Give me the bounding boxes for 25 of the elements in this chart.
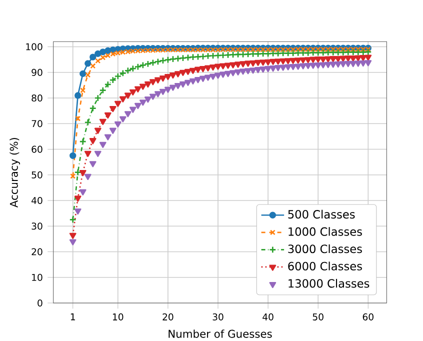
legend-label: 3000 Classes	[288, 244, 362, 254]
x-axis-title: Number of Guesses	[168, 330, 272, 338]
y-tick-label: 50	[32, 171, 42, 178]
y-tick-label: 60	[32, 146, 42, 153]
y-tick-label: 20	[32, 248, 42, 256]
x-tick-label: 20	[162, 313, 174, 320]
x-tick-label: 1	[70, 313, 75, 320]
y-tick-label: 80	[32, 94, 42, 102]
legend-label: 500 Classes	[288, 210, 355, 219]
x-tick-label: 50	[312, 313, 324, 320]
y-tick-label: 40	[32, 196, 42, 204]
y-tick-label: 90	[32, 68, 42, 76]
y-tick-label: 0	[38, 299, 42, 307]
legend-label: 1000 Classes	[288, 227, 362, 236]
x-tick-label: 10	[112, 313, 124, 320]
y-tick-label: 100	[26, 43, 42, 50]
legend-label: 13000 Classes	[288, 278, 370, 288]
x-tick-label: 60	[362, 313, 374, 320]
y-axis-title: Accuracy (%)	[10, 138, 20, 208]
y-tick-label: 70	[32, 120, 42, 128]
y-tick-label: 30	[32, 222, 42, 230]
x-tick-label: 40	[262, 313, 274, 320]
legend-label: 6000 Classes	[288, 262, 362, 270]
y-tick-label: 10	[32, 274, 42, 281]
x-tick-label: 30	[212, 313, 224, 320]
